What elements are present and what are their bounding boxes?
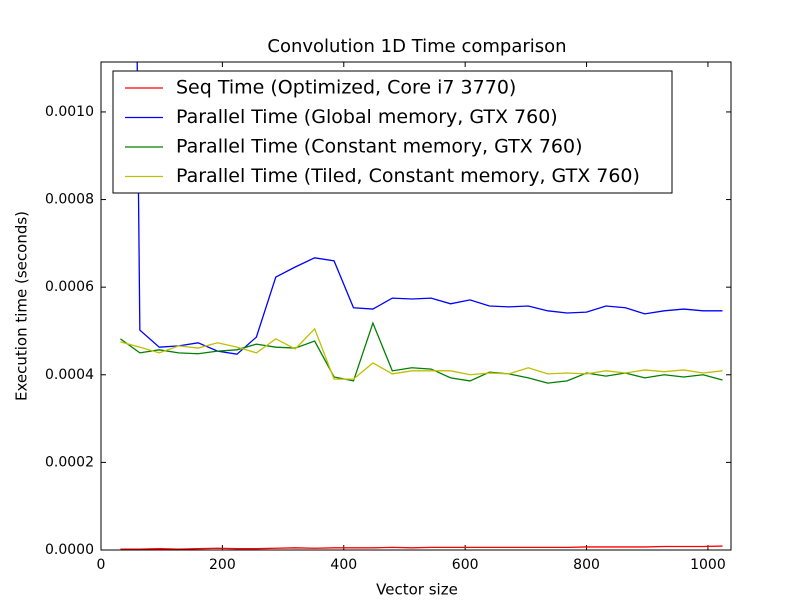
y-tick-label: 0.0006 [45,279,94,295]
y-axis-label: Execution time (seconds) [13,211,31,401]
legend-box [112,70,673,194]
y-tick-label: 0.0004 [45,367,94,383]
series-line [120,321,723,384]
plot-lines [120,62,723,550]
y-tick-label: 0.0000 [45,542,94,558]
chart-title: Convolution 1D Time comparison [267,36,566,57]
x-tick-label: 800 [573,557,600,573]
y-tick-label: 0.0010 [45,104,94,120]
legend-label: Parallel Time (Tiled, Constant memory, G… [176,165,640,187]
series-line [120,545,723,550]
legend-label: Seq Time (Optimized, Core i7 3770) [176,77,516,99]
legend-label: Parallel Time (Global memory, GTX 760) [176,106,558,128]
x-tick-label: 0 [97,557,106,573]
x-tick-label: 400 [330,557,357,573]
legend-label: Parallel Time (Constant memory, GTX 760) [176,136,583,158]
plot-frame [100,61,732,551]
series-line [136,62,723,355]
x-tick-label: 200 [209,557,236,573]
x-axis-label: Vector size [376,581,458,599]
x-tick-label: 1000 [690,557,726,573]
y-tick-label: 0.0008 [45,192,94,208]
y-tick-label: 0.0002 [45,454,94,470]
series-line [120,327,723,380]
x-tick-label: 600 [452,557,479,573]
